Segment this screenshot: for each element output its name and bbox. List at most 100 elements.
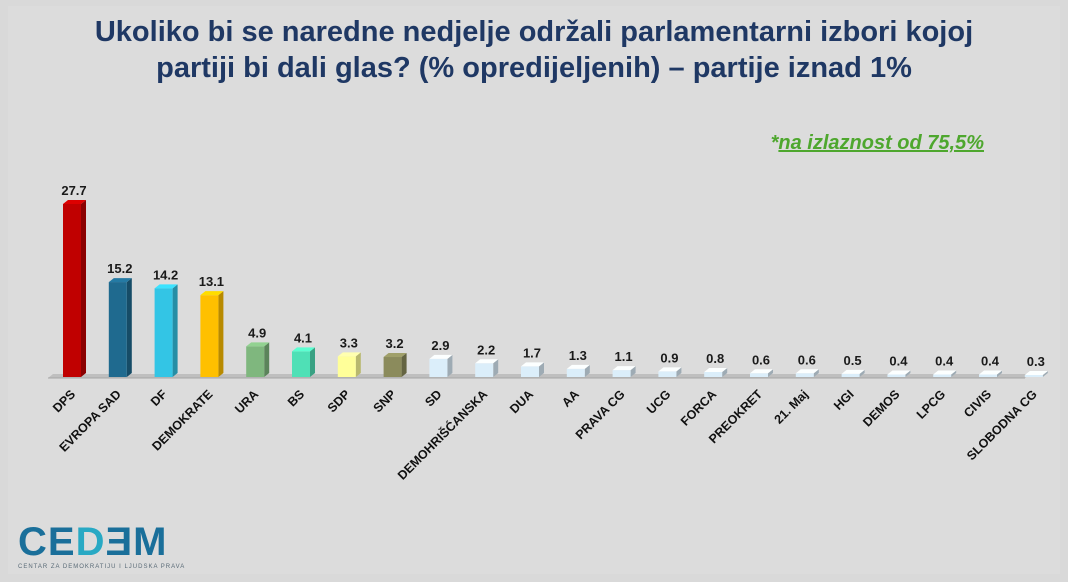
category-label-5: BS [285, 387, 307, 409]
category-label-6: SDP [325, 387, 353, 415]
data-label-13: 0.9 [660, 350, 678, 365]
data-label-16: 0.6 [798, 352, 816, 367]
category-label-13: UCG [644, 387, 674, 417]
bar-top-20 [979, 370, 1002, 375]
logo-part-d: D [75, 520, 106, 564]
bar-top-11 [566, 364, 590, 369]
category-label-12: PRAVA CG [573, 387, 628, 442]
data-label-4: 4.9 [248, 325, 266, 340]
bar-10 [521, 366, 539, 377]
bar-side-19 [951, 370, 957, 377]
logo-part-m: M [133, 520, 168, 564]
data-label-20: 0.4 [981, 354, 1000, 369]
title-line-1: Ukoliko bi se naredne nedjelje održali p… [94, 16, 974, 48]
bar-side-12 [630, 366, 636, 377]
bar-side-11 [584, 364, 590, 377]
bar-side-2 [172, 284, 178, 377]
bar-side-3 [218, 291, 224, 377]
category-label-2: DF [148, 387, 170, 409]
bar-18 [887, 374, 906, 377]
bar-17 [841, 373, 860, 377]
title-line-2: partiji bi dali glas? (% opredijeljenih)… [156, 52, 912, 84]
data-label-3: 13.1 [199, 274, 224, 289]
bar-7 [383, 357, 402, 377]
bar-top-17 [841, 369, 865, 374]
bar-side-6 [355, 352, 361, 377]
data-label-7: 3.2 [386, 336, 404, 351]
turnout-note: *na izlaznost od 75,5% [771, 132, 984, 155]
bar-top-18 [887, 370, 911, 375]
bar-top-4 [246, 342, 270, 347]
bar-side-4 [264, 342, 270, 377]
category-label-18: DEMOS [860, 387, 902, 429]
bar-top-10 [521, 362, 544, 367]
bar-side-16 [813, 369, 819, 377]
category-label-19: LPCG [914, 387, 948, 421]
bar-12 [612, 370, 631, 377]
category-label-16: 21. Maj [772, 387, 811, 426]
bar-side-5 [310, 347, 315, 377]
bar-5 [292, 351, 310, 377]
bar-side-13 [676, 367, 682, 377]
data-label-15: 0.6 [752, 352, 770, 367]
category-label-17: HGI [831, 387, 857, 413]
bar-top-3 [200, 291, 224, 296]
bar-11 [566, 368, 585, 377]
bar-side-21 [1042, 371, 1048, 377]
data-label-1: 15.2 [107, 261, 132, 276]
bar-side-17 [859, 369, 865, 377]
bar-19 [933, 374, 952, 377]
bar-side-7 [401, 353, 407, 377]
category-label-10: DUA [507, 387, 536, 416]
bar-top-15 [750, 369, 773, 374]
data-label-17: 0.5 [844, 353, 862, 368]
bar-21 [1024, 375, 1043, 377]
note-text: na izlaznost od 75,5% [778, 132, 984, 154]
logo-part-ce: CE [18, 520, 76, 564]
data-label-0: 27.7 [61, 183, 86, 198]
bar-top-16 [795, 369, 819, 374]
bar-0 [63, 204, 81, 377]
category-label-8: SD [422, 387, 444, 409]
data-label-18: 0.4 [889, 354, 908, 369]
bar-side-1 [126, 278, 132, 377]
data-label-5: 4.1 [294, 330, 312, 345]
data-label-12: 1.1 [615, 349, 633, 364]
data-label-9: 2.2 [477, 342, 495, 357]
bar-top-19 [933, 370, 957, 375]
data-label-14: 0.8 [706, 351, 724, 366]
logo-wordmark: CEDƎM [18, 522, 185, 562]
bar-15 [750, 373, 768, 377]
bar-2 [154, 288, 173, 377]
category-label-11: AA [559, 387, 582, 410]
bar-side-14 [722, 368, 728, 377]
bar-top-13 [658, 367, 682, 372]
bar-top-1 [108, 278, 132, 283]
category-label-20: CIVIS [961, 387, 994, 420]
bar-3 [200, 295, 219, 377]
slide-background [8, 6, 1060, 574]
data-label-8: 2.9 [431, 338, 449, 353]
bar-top-7 [383, 353, 407, 358]
cedem-logo: CEDƎM CENTAR ZA DEMOKRATIJU I LJUDSKA PR… [18, 522, 185, 570]
bar-top-5 [292, 347, 315, 352]
bar-top-12 [612, 366, 636, 371]
bar-14 [704, 372, 723, 377]
bar-4 [246, 346, 265, 377]
category-label-14: FORCA [678, 387, 719, 428]
logo-subtitle: CENTAR ZA DEMOKRATIJU I LJUDSKA PRAVA [18, 564, 186, 570]
bar-top-14 [704, 368, 728, 373]
bar-top-2 [154, 284, 178, 289]
bar-side-10 [539, 362, 544, 377]
bar-side-20 [997, 370, 1002, 377]
bar-top-0 [63, 200, 86, 204]
bar-16 [795, 373, 814, 377]
bar-8 [429, 358, 448, 377]
bar-side-15 [768, 369, 773, 377]
bar-9 [475, 363, 494, 377]
data-label-21: 0.3 [1027, 354, 1045, 369]
bar-top-6 [337, 352, 361, 357]
data-label-6: 3.3 [340, 335, 358, 350]
category-label-0: DPS [50, 387, 78, 415]
